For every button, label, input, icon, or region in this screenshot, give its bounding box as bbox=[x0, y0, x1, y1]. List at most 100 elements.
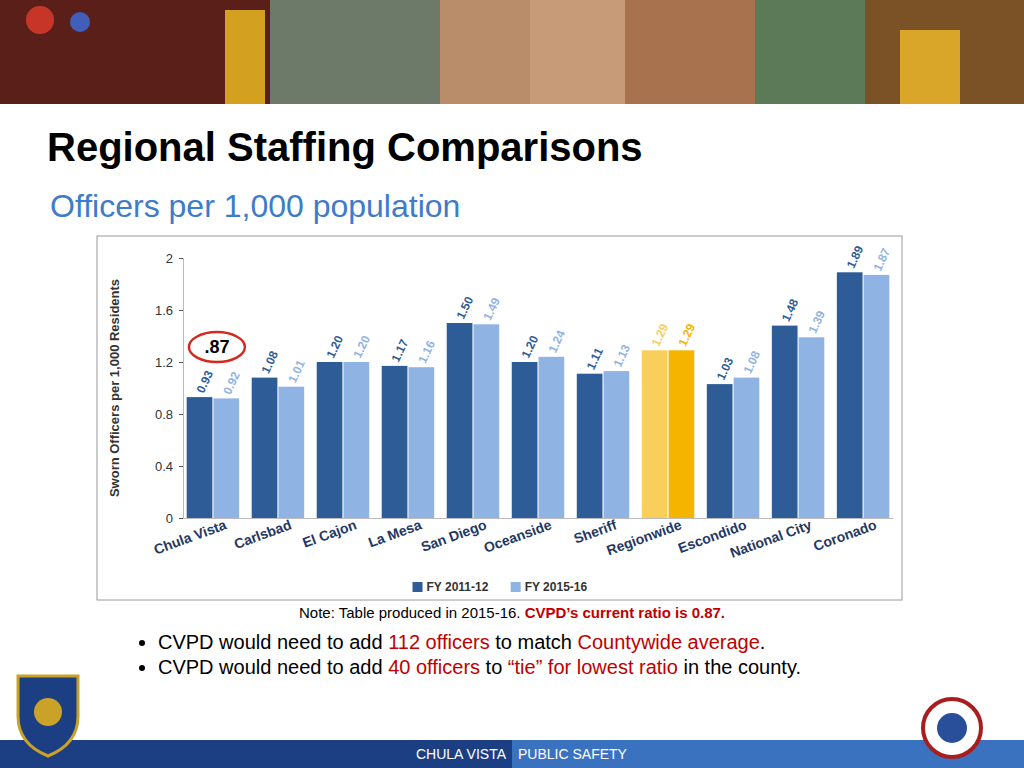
legend-swatch bbox=[511, 582, 521, 592]
data-label: 1.49 bbox=[480, 295, 503, 322]
bar bbox=[474, 324, 500, 518]
bullet-list: CVPD would need to add 112 officers to m… bbox=[130, 630, 938, 680]
bar bbox=[382, 366, 408, 518]
x-tick: La Mesa bbox=[366, 516, 424, 550]
y-tick: 0.4 bbox=[155, 459, 183, 474]
legend-label: FY 2015-16 bbox=[525, 580, 588, 594]
y-tick-label: 1.2 bbox=[155, 355, 173, 370]
bar bbox=[772, 326, 798, 518]
data-label: 1.20 bbox=[519, 333, 542, 360]
y-tick: 0 bbox=[166, 511, 183, 526]
bullet-part: in the county. bbox=[678, 656, 801, 678]
y-axis-line bbox=[179, 259, 184, 519]
bar bbox=[707, 384, 733, 518]
data-label: 0.93 bbox=[194, 368, 217, 395]
footer-text: PUBLIC SAFETY bbox=[518, 746, 628, 762]
bar bbox=[447, 323, 473, 518]
y-axis-title: Sworn Officers per 1,000 Residents bbox=[107, 279, 122, 497]
footer: CHULA VISTAPUBLIC SAFETY bbox=[0, 740, 1024, 768]
legend-item: FY 2015-16 bbox=[511, 580, 588, 594]
banner-light bbox=[26, 6, 54, 34]
banner-photo bbox=[625, 0, 755, 104]
annotation-text: .87 bbox=[204, 337, 229, 357]
bar bbox=[734, 378, 760, 518]
bar bbox=[343, 362, 369, 518]
y-tick-mark bbox=[179, 518, 183, 519]
bar bbox=[799, 337, 825, 518]
footer-bar bbox=[0, 740, 512, 768]
note-part: Note: Table produced in 2015-16. bbox=[299, 604, 525, 621]
data-label: 1.87 bbox=[871, 246, 894, 273]
bullet-part: . bbox=[760, 631, 766, 653]
bullet-part: 40 officers bbox=[388, 656, 480, 678]
data-label: 1.13 bbox=[610, 342, 633, 369]
police-badge bbox=[18, 676, 78, 756]
y-tick-label: 0.4 bbox=[155, 459, 173, 474]
bar bbox=[213, 398, 239, 518]
x-axis: Chula VistaCarlsbadEl CajonLa MesaSan Di… bbox=[152, 516, 894, 560]
x-tick: Coronado bbox=[811, 516, 879, 554]
data-label: 1.16 bbox=[415, 338, 438, 365]
y-tick-mark bbox=[179, 258, 183, 259]
banner-photo bbox=[530, 0, 625, 104]
banner-photo bbox=[0, 0, 270, 104]
y-tick-mark bbox=[179, 414, 183, 415]
y-tick: 2 bbox=[166, 251, 183, 266]
bullet-part: 112 officers bbox=[388, 631, 490, 653]
banner-photo bbox=[440, 0, 530, 104]
x-tick-label: Regionwide bbox=[604, 516, 683, 558]
x-tick-label: Carlsbad bbox=[232, 516, 294, 552]
bar bbox=[252, 378, 278, 518]
data-label: 1.20 bbox=[324, 333, 347, 360]
x-tick: National City bbox=[728, 516, 814, 560]
bars bbox=[187, 272, 890, 518]
bar bbox=[864, 275, 890, 518]
bar-series bbox=[213, 275, 889, 518]
x-tick-label: San Diego bbox=[419, 516, 489, 554]
x-tick: San Diego bbox=[419, 516, 489, 554]
data-labels: 0.931.081.201.171.501.201.111.291.031.48… bbox=[194, 243, 894, 396]
y-tick-label: 1.6 bbox=[155, 303, 173, 318]
y-tick: 0.8 bbox=[155, 407, 183, 422]
bar bbox=[837, 272, 863, 518]
bar bbox=[604, 371, 630, 518]
fire-badge-seal bbox=[937, 713, 967, 743]
x-tick-label: National City bbox=[728, 516, 814, 560]
annotation: .87 bbox=[189, 332, 245, 362]
banner-photo bbox=[865, 0, 1024, 104]
data-label: 1.29 bbox=[649, 321, 672, 348]
y-tick-label: 0.8 bbox=[155, 407, 173, 422]
banner-figure bbox=[225, 10, 265, 104]
banner-light bbox=[70, 12, 90, 32]
slide-subtitle: Officers per 1,000 population bbox=[50, 188, 460, 224]
bar bbox=[539, 357, 565, 518]
bullet-part: CVPD would need to add bbox=[158, 656, 388, 678]
bar bbox=[642, 350, 668, 518]
y-axis: 0 0.4 0.8 1.2 1.6 2 bbox=[155, 251, 184, 526]
data-label: 1.17 bbox=[389, 337, 412, 364]
data-label: 1.89 bbox=[844, 243, 867, 270]
bullet-part: Countywide average bbox=[578, 631, 760, 653]
x-tick: Oceanside bbox=[482, 516, 554, 555]
note-part: CVPD’s current ratio is 0.87. bbox=[525, 604, 725, 621]
banner-figure bbox=[900, 30, 960, 104]
data-label: 1.08 bbox=[740, 348, 763, 375]
slide-title: Regional Staffing Comparisons bbox=[47, 125, 643, 169]
data-label: 1.03 bbox=[714, 355, 737, 382]
data-label: 1.39 bbox=[805, 308, 828, 335]
x-tick: Chula Vista bbox=[152, 516, 229, 557]
data-label: 1.08 bbox=[259, 348, 282, 375]
bullet-part: to bbox=[480, 656, 508, 678]
data-label: 1.01 bbox=[285, 358, 308, 385]
legend-label: FY 2011-12 bbox=[427, 580, 489, 594]
legend-item: FY 2011-12 bbox=[413, 580, 489, 594]
police-badge-seal bbox=[34, 698, 62, 726]
bullet: CVPD would need to add 112 officers to m… bbox=[158, 630, 938, 655]
bar bbox=[512, 362, 538, 518]
bar bbox=[317, 362, 343, 518]
banner bbox=[0, 0, 1024, 104]
y-tick-mark bbox=[179, 466, 183, 467]
banner-photo bbox=[270, 0, 440, 104]
data-label: 1.48 bbox=[779, 296, 802, 323]
chart-frame bbox=[97, 236, 902, 600]
